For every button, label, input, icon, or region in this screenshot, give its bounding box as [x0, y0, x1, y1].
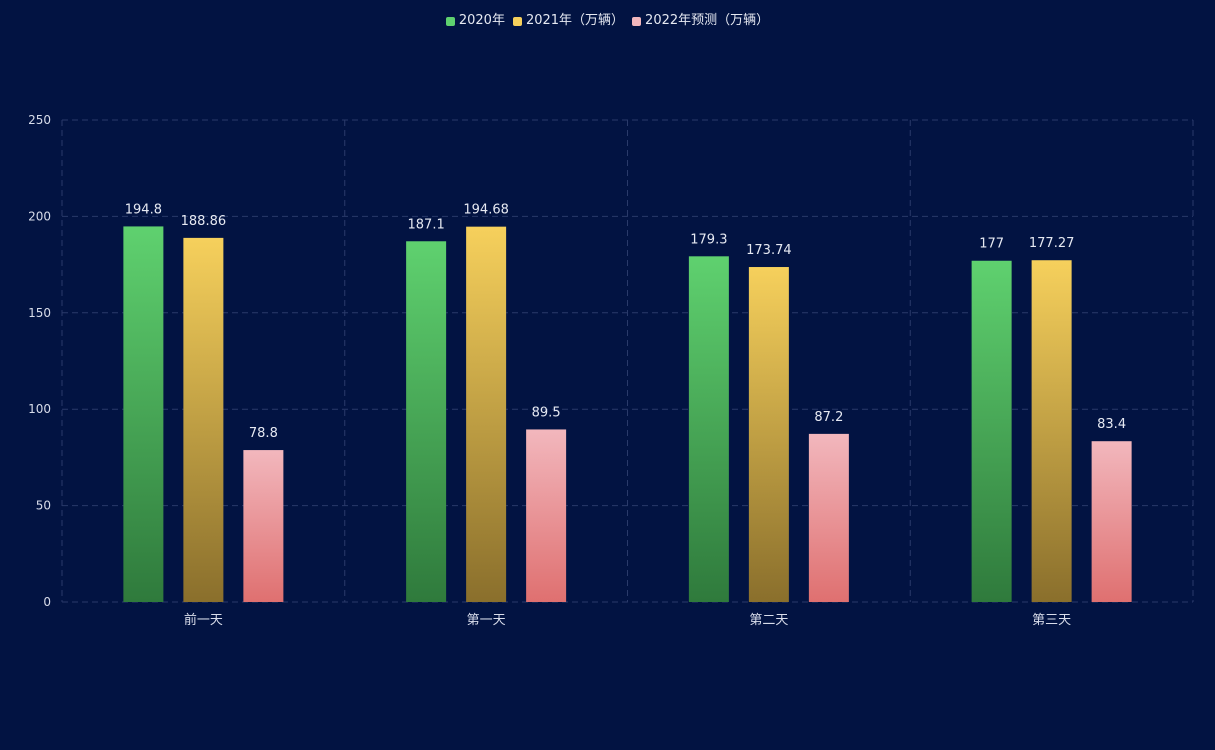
bar-2-2[interactable]	[808, 433, 849, 602]
bar-3-0[interactable]	[971, 260, 1012, 602]
legend-label-2021: 2021年（万辆）	[525, 13, 625, 28]
bar-2-1[interactable]	[748, 267, 789, 602]
data-label-1-0: 187.1	[408, 217, 445, 232]
legend-swatch-2020	[445, 16, 455, 26]
data-label-0-2: 78.8	[249, 426, 278, 441]
x-tick-label: 第二天	[749, 613, 788, 628]
data-label-0-0: 194.8	[125, 202, 162, 217]
data-label-2-1: 173.74	[746, 243, 792, 258]
y-tick-label: 150	[28, 306, 51, 320]
x-tick-label: 前一天	[184, 612, 223, 628]
legend-swatch-2022	[632, 16, 642, 26]
legend-item-2020[interactable]: 2020年	[445, 12, 505, 30]
data-label-2-0: 179.3	[690, 232, 727, 247]
data-label-3-1: 177.27	[1029, 236, 1075, 251]
y-tick-label: 50	[36, 499, 51, 513]
legend-item-2022[interactable]: 2022年预测（万辆）	[632, 12, 769, 30]
y-tick-label: 250	[28, 113, 51, 127]
bar-0-1[interactable]	[183, 237, 224, 602]
legend: 2020年 2021年（万辆） 2022年预测（万辆）	[0, 12, 1215, 30]
bars	[123, 226, 1132, 603]
bar-0-0[interactable]	[123, 226, 164, 602]
bar-1-1[interactable]	[466, 226, 507, 602]
legend-swatch-2021	[512, 16, 522, 26]
y-tick-label: 200	[28, 209, 51, 223]
bar-0-2[interactable]	[243, 450, 284, 602]
x-tick-label: 第三天	[1032, 613, 1071, 628]
data-label-1-2: 89.5	[532, 405, 561, 420]
y-tick-label: 100	[28, 402, 51, 416]
bar-1-0[interactable]	[406, 241, 447, 603]
y-tick-label: 0	[43, 595, 51, 609]
data-label-1-1: 194.68	[463, 203, 509, 218]
grid-layer	[61, 119, 1194, 603]
y-axis-ticks: 0 50 100 150 200 250	[28, 113, 51, 609]
data-label-3-2: 83.4	[1097, 417, 1126, 432]
legend-item-2021[interactable]: 2021年（万辆）	[512, 12, 625, 30]
data-label-3-0: 177	[979, 237, 1004, 252]
bar-3-1[interactable]	[1031, 260, 1072, 602]
data-label-2-2: 87.2	[814, 410, 843, 425]
bar-2-0[interactable]	[688, 256, 729, 602]
bar-1-2[interactable]	[526, 429, 567, 602]
legend-label-2020: 2020年	[458, 13, 505, 28]
data-label-0-1: 188.86	[181, 214, 227, 229]
x-axis-ticks: 前一天 第一天 第二天 第三天	[184, 612, 1071, 628]
bar-3-2[interactable]	[1091, 441, 1132, 602]
x-tick-label: 第一天	[467, 613, 506, 628]
legend-label-2022: 2022年预测（万辆）	[645, 13, 770, 28]
data-labels: 194.8 188.86 78.8 187.1 194.68 89.5 179.3 173.7…	[125, 202, 1126, 441]
